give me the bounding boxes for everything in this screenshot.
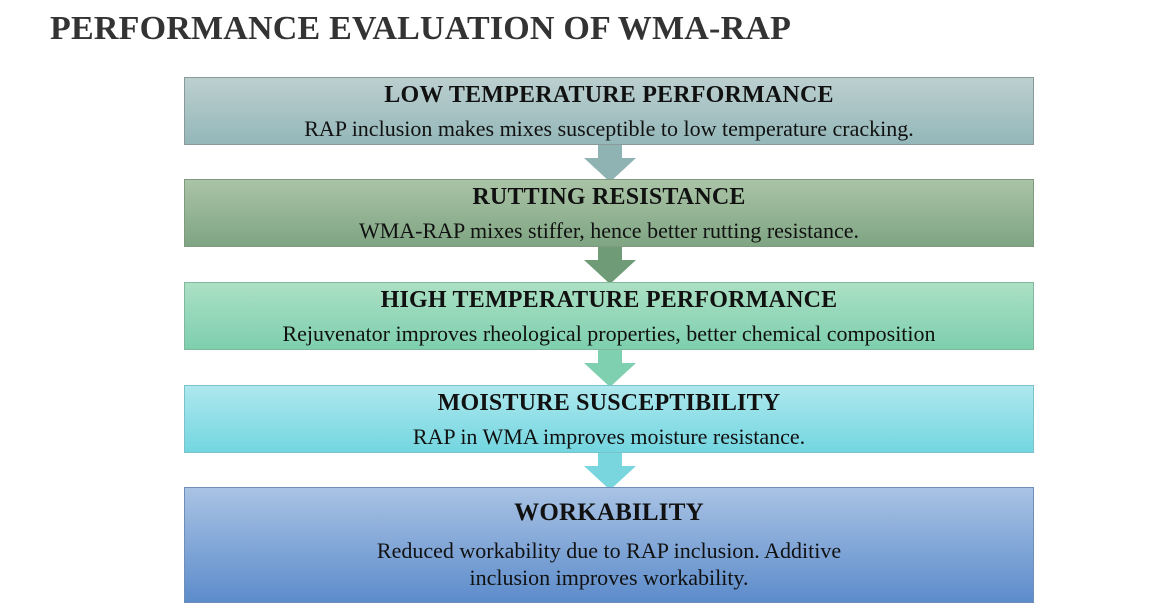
stage-workability: WORKABILITY Reduced workability due to R… [184, 487, 1034, 603]
stage-high-temperature-performance: HIGH TEMPERATURE PERFORMANCE Rejuvenator… [184, 282, 1034, 350]
down-arrow-icon [584, 142, 636, 182]
stage-description: RAP in WMA improves moisture resistance. [412, 423, 806, 449]
stage-moisture-susceptibility: MOISTURE SUSCEPTIBILITY RAP in WMA impro… [184, 385, 1034, 453]
down-arrow-icon [584, 244, 636, 284]
down-arrow-icon [584, 347, 636, 387]
down-arrow-icon [584, 450, 636, 490]
stage-heading: WORKABILITY [514, 499, 704, 526]
page-title: PERFORMANCE EVALUATION OF WMA-RAP [50, 10, 792, 47]
stage-description: RAP inclusion makes mixes susceptible to… [304, 115, 914, 141]
stage-heading: HIGH TEMPERATURE PERFORMANCE [380, 286, 838, 313]
stage-rutting-resistance: RUTTING RESISTANCE WMA-RAP mixes stiffer… [184, 179, 1034, 247]
stage-heading: MOISTURE SUSCEPTIBILITY [437, 389, 781, 416]
stage-description: Reduced workability due to RAP inclusion… [376, 538, 842, 590]
stage-description: WMA-RAP mixes stiffer, hence better rutt… [358, 217, 860, 243]
stage-heading: RUTTING RESISTANCE [472, 183, 746, 210]
stage-description: Rejuvenator improves rheological propert… [282, 320, 936, 346]
stage-heading: LOW TEMPERATURE PERFORMANCE [384, 81, 834, 108]
stage-low-temperature-performance: LOW TEMPERATURE PERFORMANCE RAP inclusio… [184, 77, 1034, 145]
